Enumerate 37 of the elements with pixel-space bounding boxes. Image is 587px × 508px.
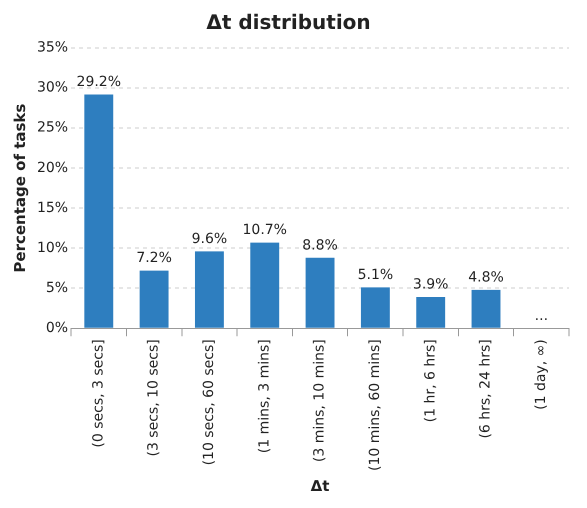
data-label: 3.9% xyxy=(412,276,448,293)
y-tick-label: 15% xyxy=(36,200,68,216)
y-tick-label: 30% xyxy=(36,80,68,96)
text: ... xyxy=(534,308,548,324)
x-tick-label: (3 secs, 10 secs] xyxy=(146,339,162,457)
data-label: 7.2% xyxy=(136,250,172,266)
y-tick-label: 25% xyxy=(36,120,68,136)
x-tick-label: (6 hrs, 24 hrs] xyxy=(478,339,494,439)
bar xyxy=(84,94,114,328)
data-label: 5.1% xyxy=(358,267,394,284)
y-tick-label: 20% xyxy=(36,160,68,176)
bar xyxy=(472,290,500,328)
bar xyxy=(360,287,390,328)
y-tick-label: 0% xyxy=(46,320,68,336)
data-label: 10.7% xyxy=(242,222,287,238)
bar xyxy=(416,297,446,328)
y-tick-label: 35% xyxy=(36,40,68,56)
y-tick-label: 5% xyxy=(46,280,68,296)
data-label: 8.8% xyxy=(302,237,338,254)
y-axis-title: Percentage of tasks xyxy=(10,104,29,273)
x-tick-label: (1 day, ∞) xyxy=(532,339,549,410)
x-tick-label: (1 mins, 3 mins] xyxy=(256,339,272,454)
bar xyxy=(140,270,169,328)
chart-title: Δt distribution xyxy=(206,10,371,34)
bar xyxy=(306,258,335,328)
x-tick-label: (10 secs, 60 secs] xyxy=(201,339,218,466)
x-axis-title: Δt xyxy=(310,476,330,495)
bar xyxy=(194,251,224,328)
x-tick-label: (3 mins, 10 mins] xyxy=(312,339,328,462)
data-label: 4.8% xyxy=(468,269,504,286)
y-tick-label: 10% xyxy=(36,240,68,256)
x-tick-label: (10 mins, 60 mins] xyxy=(367,339,384,472)
x-tick-label: (1 hr, 6 hrs] xyxy=(422,339,438,422)
data-label: 9.6% xyxy=(192,231,228,248)
x-tick-label: (0 secs, 3 secs] xyxy=(90,339,106,448)
bar xyxy=(250,242,280,328)
data-label: 29.2% xyxy=(76,74,122,90)
